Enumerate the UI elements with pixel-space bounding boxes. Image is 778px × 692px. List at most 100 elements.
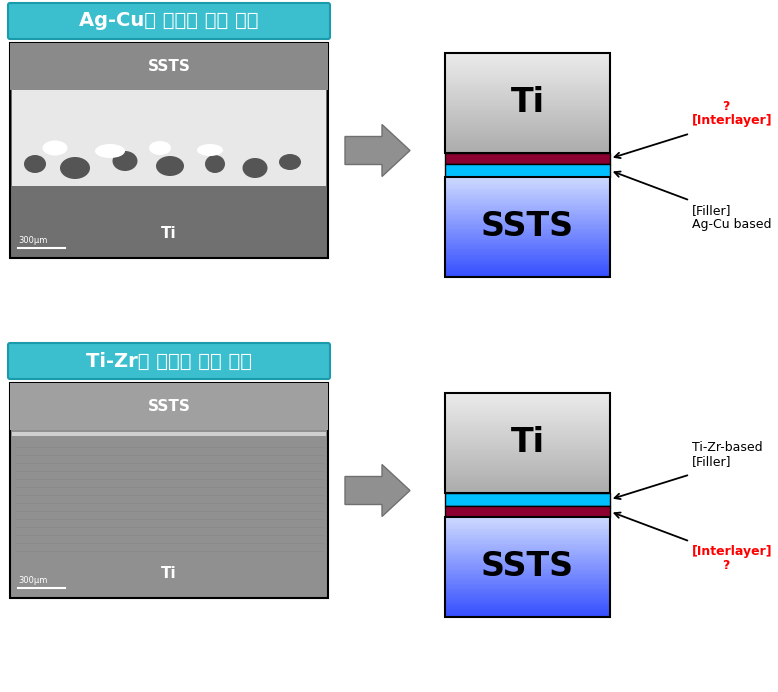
Bar — [445, 602, 610, 604]
Bar — [445, 262, 610, 264]
Ellipse shape — [205, 155, 225, 173]
Bar — [445, 248, 610, 251]
Text: Ti: Ti — [161, 565, 177, 581]
Bar — [445, 463, 610, 465]
Bar — [445, 135, 610, 137]
Bar — [445, 450, 610, 452]
Bar — [445, 579, 610, 581]
Ellipse shape — [113, 151, 138, 171]
Bar — [445, 458, 610, 460]
Bar — [445, 202, 610, 204]
Bar — [445, 177, 610, 277]
Bar — [445, 470, 610, 472]
Bar — [445, 491, 610, 493]
Bar — [445, 116, 610, 118]
Bar — [445, 445, 610, 447]
Bar — [445, 426, 610, 428]
Text: SSTS: SSTS — [481, 551, 574, 583]
Bar — [445, 610, 610, 612]
Text: 300μm: 300μm — [18, 236, 47, 245]
Bar — [445, 398, 610, 400]
Bar — [445, 100, 610, 102]
Bar — [445, 401, 610, 403]
Bar — [445, 430, 610, 432]
Bar — [445, 519, 610, 521]
Bar — [445, 488, 610, 490]
Bar — [445, 570, 610, 572]
Bar — [445, 423, 610, 425]
Bar — [445, 86, 610, 89]
Bar — [445, 187, 610, 189]
Bar — [445, 78, 610, 80]
Bar — [445, 271, 610, 273]
Bar — [445, 149, 610, 152]
Bar — [445, 433, 610, 435]
Ellipse shape — [24, 155, 46, 173]
Bar — [445, 564, 610, 566]
Text: Ti: Ti — [510, 86, 545, 120]
Bar — [445, 484, 610, 487]
Text: Ti: Ti — [510, 426, 545, 459]
Bar — [445, 562, 610, 564]
Bar — [445, 418, 610, 420]
Bar — [445, 88, 610, 90]
Bar — [445, 589, 610, 591]
Bar — [445, 462, 610, 464]
Bar — [445, 538, 610, 541]
Bar — [445, 194, 610, 196]
Bar — [445, 252, 610, 254]
Bar — [445, 408, 610, 410]
Bar — [445, 525, 610, 527]
Bar — [445, 397, 610, 399]
Bar — [445, 64, 610, 67]
Bar — [445, 251, 610, 253]
Bar — [445, 62, 610, 64]
Bar — [445, 143, 610, 145]
Bar — [445, 264, 610, 266]
Text: Ti: Ti — [161, 226, 177, 241]
Bar — [445, 192, 610, 194]
Text: SSTS: SSTS — [481, 210, 574, 244]
Text: [Interlayer]: [Interlayer] — [692, 545, 773, 558]
Bar — [445, 493, 610, 506]
Bar — [445, 214, 610, 216]
Ellipse shape — [43, 140, 68, 156]
Bar — [10, 383, 328, 598]
Bar — [445, 451, 610, 453]
Bar — [445, 534, 610, 536]
Bar — [445, 207, 610, 209]
Text: [Filler]: [Filler] — [692, 204, 731, 217]
Bar — [445, 441, 610, 444]
Bar — [445, 240, 610, 242]
Bar — [445, 393, 610, 493]
Bar — [445, 182, 610, 184]
Bar — [445, 532, 610, 534]
Bar — [445, 118, 610, 120]
Bar — [445, 609, 610, 611]
Bar — [445, 577, 610, 579]
Bar — [445, 206, 610, 208]
Bar — [445, 410, 610, 412]
Bar — [445, 164, 610, 177]
Bar — [445, 197, 610, 199]
Bar — [445, 76, 610, 78]
Bar — [445, 83, 610, 85]
FancyBboxPatch shape — [8, 343, 330, 379]
Bar — [445, 490, 610, 492]
Bar — [10, 383, 328, 430]
Bar — [445, 431, 610, 433]
Bar — [445, 575, 610, 578]
Bar — [445, 574, 610, 576]
Bar — [445, 530, 610, 533]
Bar — [445, 459, 610, 462]
Bar — [445, 557, 610, 559]
Bar — [445, 237, 610, 239]
Bar — [445, 71, 610, 73]
Ellipse shape — [95, 144, 125, 158]
Bar — [445, 455, 610, 457]
Bar — [445, 109, 610, 112]
Bar — [445, 550, 610, 552]
Bar — [445, 480, 610, 482]
Bar — [445, 93, 610, 95]
Bar — [445, 209, 610, 211]
